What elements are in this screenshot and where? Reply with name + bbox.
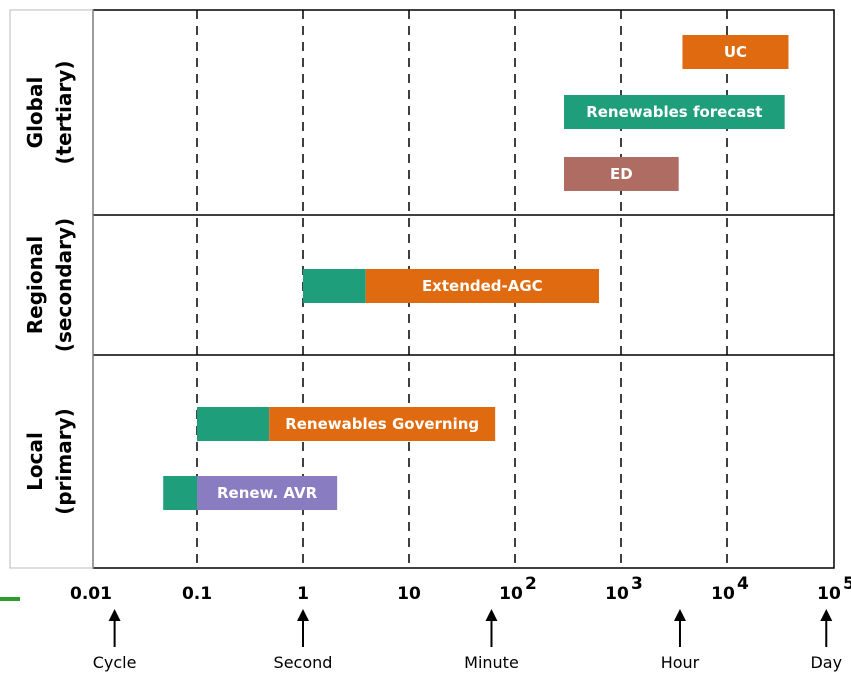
band-label: Local (primary) bbox=[23, 408, 76, 515]
bar-label: Renewables forecast bbox=[586, 103, 762, 121]
bar-segment bbox=[564, 95, 785, 129]
band-label-line1: Global bbox=[23, 77, 47, 149]
time-marker: Day bbox=[810, 609, 842, 672]
bar-segment bbox=[197, 407, 270, 441]
bar-label: Renew. AVR bbox=[217, 484, 318, 502]
bar: Renew. AVR bbox=[163, 476, 338, 510]
time-marker-arrow-head bbox=[297, 609, 309, 621]
x-tick-label: 10 bbox=[711, 584, 735, 604]
x-tick-label: 10 bbox=[817, 584, 841, 604]
bars: UC Renewables forecast ED Extended-AGC Renew… bbox=[163, 35, 789, 510]
bar-segment bbox=[365, 269, 599, 303]
bar: Renewables forecast bbox=[564, 95, 785, 129]
bar: ED bbox=[564, 157, 679, 191]
x-tick-exponent: 2 bbox=[525, 574, 537, 594]
band-label-line1: Local bbox=[23, 432, 47, 491]
x-tick-label: 0.1 bbox=[182, 584, 212, 604]
bar-label: ED bbox=[610, 165, 633, 183]
time-marker: Minute bbox=[464, 609, 519, 672]
bar-segment bbox=[564, 157, 679, 191]
time-marker-label: Day bbox=[810, 653, 842, 672]
plot-frame bbox=[9, 9, 835, 569]
band-label-line2: (tertiary) bbox=[52, 60, 76, 164]
bar-segment bbox=[269, 407, 496, 441]
x-tick-labels: 0.01 0.1 1 10 10 2 10 3 10 4 10 5 bbox=[70, 574, 851, 604]
bar-segment bbox=[163, 476, 197, 510]
bar-label: Renewables Governing bbox=[285, 415, 479, 433]
bar-segment bbox=[682, 35, 789, 69]
x-tick-label: 10 bbox=[499, 584, 523, 604]
bar: Renewables Governing bbox=[197, 407, 496, 441]
x-tick-label: 1 bbox=[297, 584, 309, 604]
x-tick-exponent: 5 bbox=[843, 574, 851, 594]
bar-segment bbox=[303, 269, 366, 303]
band-label-line1: Regional bbox=[23, 236, 47, 334]
band-label: Global (tertiary) bbox=[23, 60, 76, 164]
bar: Extended-AGC bbox=[303, 269, 599, 303]
x-tick-label: 10 bbox=[397, 584, 421, 604]
bar: UC bbox=[682, 35, 789, 69]
band-label-line2: (secondary) bbox=[52, 218, 76, 352]
x-tick-label: 10 bbox=[605, 584, 629, 604]
time-marker: Cycle bbox=[93, 609, 137, 672]
time-marker-arrow-head bbox=[820, 609, 833, 621]
x-tick-exponent: 3 bbox=[631, 574, 643, 594]
time-marker-label: Minute bbox=[464, 653, 519, 672]
x-tick-label: 0.01 bbox=[70, 584, 112, 604]
time-marker-arrow-head bbox=[673, 609, 686, 621]
time-markers: Cycle Second Minute Hour Day bbox=[93, 609, 842, 672]
bar-segment bbox=[197, 476, 338, 510]
band-label-line2: (primary) bbox=[52, 408, 76, 515]
time-marker: Second bbox=[274, 609, 333, 672]
left-label-column-border bbox=[9, 9, 94, 569]
time-marker-arrow-head bbox=[485, 609, 498, 621]
bar-label: Extended-AGC bbox=[422, 277, 543, 295]
time-marker-label: Hour bbox=[661, 653, 700, 672]
side-mark bbox=[0, 597, 20, 601]
time-marker-arrow-head bbox=[108, 609, 121, 621]
band-labels: Global (tertiary) Regional (secondary) Local… bbox=[23, 60, 76, 514]
x-tick-exponent: 4 bbox=[737, 574, 749, 594]
time-marker-label: Second bbox=[274, 653, 333, 672]
time-marker: Hour bbox=[661, 609, 700, 672]
bar-label: UC bbox=[724, 43, 747, 61]
band-label: Regional (secondary) bbox=[23, 218, 76, 352]
time-marker-label: Cycle bbox=[93, 653, 137, 672]
